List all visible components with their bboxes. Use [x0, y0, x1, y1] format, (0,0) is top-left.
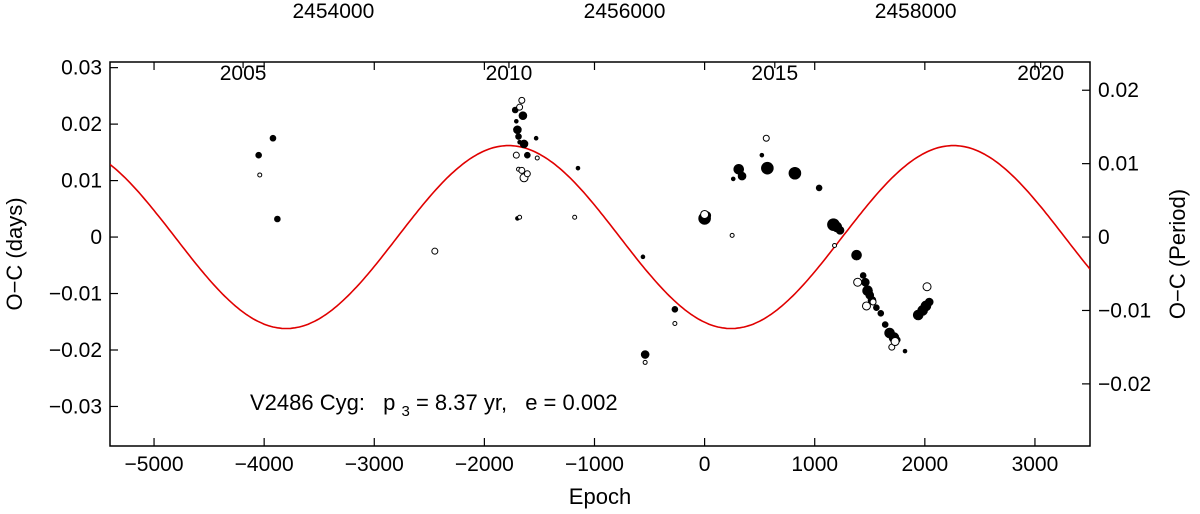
secondary-minimum-point — [762, 134, 770, 142]
jd-tick-label: 2456000 — [584, 0, 666, 23]
y-tick-label: 0.02 — [61, 113, 102, 136]
y2-tick-label: −0.02 — [1098, 373, 1151, 396]
primary-minimum-point — [877, 309, 885, 317]
x-tick-label: −1000 — [565, 453, 624, 476]
secondary-minimum-point — [534, 155, 540, 161]
secondary-minimum-point — [861, 301, 871, 311]
primary-minimum-point — [513, 125, 522, 135]
y-tick-label: 0.03 — [61, 57, 102, 80]
jd-tick-label: 2458000 — [875, 0, 957, 23]
y-tick-label: −0.02 — [49, 339, 102, 362]
primary-minimum-point — [788, 166, 802, 180]
primary-minimum-point — [759, 152, 765, 158]
plot-frame — [109, 61, 1091, 447]
y-axis-label-left: O−C (days) — [2, 197, 27, 310]
y-tick-label: −0.01 — [49, 283, 102, 306]
primary-minimum-point — [761, 161, 774, 175]
primary-minimum-point — [640, 350, 650, 359]
secondary-minimum-point — [257, 172, 263, 178]
annotation-period-prefix: p — [383, 390, 395, 415]
primary-minimum-point — [835, 225, 845, 235]
x-tick-label: 0 — [699, 453, 711, 476]
annotation-period-sub: 3 — [401, 403, 409, 420]
x-tick-label: −4000 — [235, 453, 294, 476]
fit-annotation: V2486 Cyg: p 3 = 8.37 yr, e = 0.002 — [250, 390, 618, 421]
x-tick-label: −5000 — [125, 453, 184, 476]
jd-tick-label: 2454000 — [293, 0, 375, 23]
primary-minimum-point — [671, 306, 679, 313]
secondary-minimum-point — [869, 298, 877, 306]
secondary-minimum-point — [517, 214, 523, 220]
primary-minimum-point — [514, 118, 519, 124]
annotation-eccentricity: e = 0.002 — [525, 390, 617, 415]
y-tick-label: 0 — [90, 226, 102, 249]
y-axis-label-right: O−C (Period) — [1165, 189, 1190, 319]
primary-minimum-point — [524, 151, 531, 159]
year-tick-label: 2010 — [486, 62, 533, 85]
y-tick-label: 0.01 — [61, 170, 102, 193]
primary-minimum-point — [873, 304, 880, 311]
primary-minimum-point — [575, 165, 581, 171]
model-curve-group — [110, 144, 1090, 330]
primary-minimum-point — [815, 184, 823, 192]
x-tick-label: 1000 — [791, 453, 838, 476]
primary-minimum-point — [515, 133, 522, 140]
primary-minimum-point — [269, 134, 277, 142]
primary-minimum-point — [274, 215, 281, 223]
x-axis-label: Epoch — [569, 484, 631, 509]
primary-minimum-point — [737, 171, 747, 181]
annotation-object: V2486 Cyg: — [250, 390, 365, 415]
y-tick-label: −0.03 — [49, 395, 102, 418]
secondary-minimum-point — [729, 232, 735, 238]
secondary-minimum-point — [700, 209, 710, 219]
y2-tick-label: −0.01 — [1098, 299, 1151, 322]
secondary-minimum-point — [642, 359, 648, 365]
primary-minimum-point — [255, 151, 262, 159]
primary-minimum-point — [519, 139, 529, 149]
primary-minimum-point — [859, 272, 867, 279]
tick-marks — [110, 62, 1090, 446]
annotation-period-value: = 8.37 yr, — [416, 390, 507, 415]
primary-minimum-point — [851, 249, 862, 261]
primary-minimum-point — [881, 321, 889, 328]
x-tick-label: 3000 — [1012, 453, 1059, 476]
primary-minimum-point — [533, 135, 539, 141]
y2-tick-label: 0.01 — [1098, 153, 1139, 176]
x-tick-label: −2000 — [455, 453, 514, 476]
secondary-minimum-point — [518, 166, 526, 174]
year-tick-label: 2005 — [220, 62, 267, 85]
secondary-minimum-point — [523, 170, 531, 178]
primary-minimum-point — [640, 254, 646, 260]
primary-minimum-point — [902, 348, 908, 354]
year-tick-label: 2015 — [751, 62, 798, 85]
secondary-minimum-point — [431, 247, 439, 255]
y2-tick-label: 0.02 — [1098, 79, 1139, 102]
secondary-minimum-point — [922, 282, 932, 292]
secondary-minimum-point — [518, 96, 526, 104]
primary-minimum-point — [861, 277, 870, 287]
secondary-minimum-point — [853, 277, 863, 287]
secondary-minimum-point — [672, 320, 678, 326]
primary-minimum-point — [730, 176, 736, 182]
secondary-minimum-point — [890, 337, 900, 347]
model-curve — [110, 144, 1090, 330]
primary-minimum-point — [518, 111, 528, 120]
secondary-minimum-point — [832, 243, 838, 249]
secondary-minimum-point — [516, 103, 524, 111]
secondary-minimum-point — [572, 214, 578, 220]
data-points-group — [255, 96, 934, 365]
tick-labels: −5000 −4000 −3000 −2000 −1000 0 1000 2000 3000 −0… — [49, 0, 1151, 476]
x-tick-label: −3000 — [345, 453, 404, 476]
secondary-minimum-point — [512, 151, 520, 159]
primary-minimum-point — [924, 297, 934, 307]
y2-tick-label: 0 — [1098, 226, 1110, 249]
x-tick-label: 2000 — [901, 453, 948, 476]
year-tick-label: 2020 — [1017, 62, 1064, 85]
